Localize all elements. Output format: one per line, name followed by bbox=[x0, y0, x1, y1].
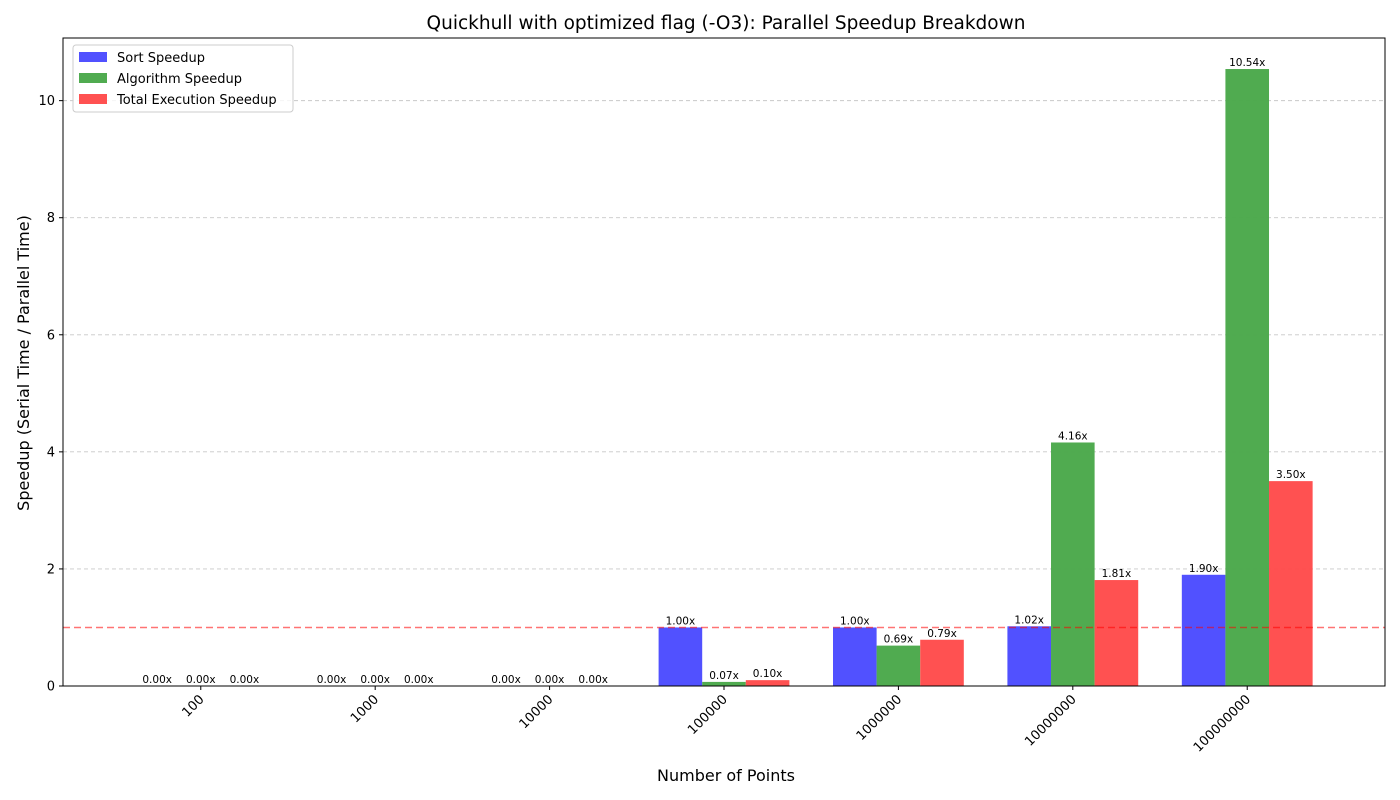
y-axis-label: Speedup (Serial Time / Parallel Time) bbox=[14, 215, 33, 511]
y-tick-label: 10 bbox=[38, 94, 55, 109]
bar bbox=[745, 680, 790, 686]
bar-value-label: 10.54x bbox=[1229, 57, 1265, 69]
bar bbox=[1225, 69, 1270, 686]
legend-swatch bbox=[79, 94, 107, 104]
legend-frame bbox=[72, 44, 294, 113]
bar bbox=[920, 639, 964, 686]
legend-label: Sort Speedup bbox=[117, 51, 205, 66]
y-tick-label: 0 bbox=[47, 680, 55, 695]
bar-value-label: 0.00x bbox=[404, 674, 434, 686]
y-tick-label: 4 bbox=[47, 445, 55, 460]
bar bbox=[1007, 626, 1052, 686]
x-axis-ticks: 100 1000 10000 100000 1000000 10000000 1000000… bbox=[179, 686, 1254, 755]
bar bbox=[876, 645, 921, 686]
bar-value-label: 0.00x bbox=[360, 674, 390, 686]
chart-title: Quickhull with optimized flag (-O3): Par… bbox=[427, 13, 1026, 34]
bar bbox=[658, 627, 703, 686]
bar-value-label: 4.16x bbox=[1058, 430, 1088, 442]
bar bbox=[833, 627, 877, 686]
bar-value-label: 0.00x bbox=[317, 674, 347, 686]
bar-value-label: 1.81x bbox=[1102, 568, 1132, 580]
y-axis-ticks: 0 2 4 6 8 10 bbox=[38, 94, 63, 695]
y-tick-label: 2 bbox=[47, 562, 55, 577]
x-tick-label: 1000 bbox=[348, 692, 382, 726]
legend-swatch bbox=[79, 52, 107, 62]
y-tick-label: 8 bbox=[47, 211, 55, 226]
bar bbox=[702, 681, 746, 686]
bar-value-label: 0.79x bbox=[927, 628, 957, 640]
bar-value-label: 1.00x bbox=[840, 615, 870, 627]
x-axis-label: Number of Points bbox=[657, 766, 795, 785]
bar-value-label: 0.00x bbox=[230, 674, 260, 686]
bar-value-label: 0.07x bbox=[709, 670, 739, 682]
bar-value-label: 1.02x bbox=[1014, 614, 1044, 626]
bar bbox=[1269, 481, 1313, 686]
gridlines bbox=[63, 100, 1385, 570]
bars bbox=[658, 69, 1313, 686]
bar-value-label: 0.00x bbox=[578, 674, 608, 686]
x-tick-label: 1000000 bbox=[854, 692, 906, 744]
bar-value-label: 0.10x bbox=[753, 668, 783, 680]
bar-value-label: 1.90x bbox=[1189, 563, 1219, 575]
bar-value-label: 1.00x bbox=[666, 615, 696, 627]
bar-value-label: 0.00x bbox=[142, 674, 172, 686]
bar bbox=[1181, 574, 1226, 686]
bar-value-label: 3.50x bbox=[1276, 469, 1306, 481]
legend-swatch bbox=[79, 73, 107, 83]
bar-value-label: 0.00x bbox=[491, 674, 521, 686]
legend: Sort Speedup Algorithm Speedup Total Execu… bbox=[72, 44, 294, 113]
bar-value-label: 0.00x bbox=[186, 674, 216, 686]
x-tick-label: 100000 bbox=[685, 692, 731, 738]
x-tick-label: 100000000 bbox=[1191, 692, 1254, 755]
y-tick-label: 6 bbox=[47, 328, 55, 343]
bar-value-labels: 0.00x 0.00x 0.00x 1.00x 1.00x 1.02x 1.90x 0.00x… bbox=[142, 57, 1305, 686]
bar-value-label: 0.69x bbox=[884, 634, 914, 646]
x-tick-label: 10000 bbox=[517, 692, 557, 732]
x-tick-label: 100 bbox=[179, 692, 207, 720]
x-tick-label: 10000000 bbox=[1022, 692, 1079, 749]
bar-value-label: 0.00x bbox=[535, 674, 565, 686]
legend-label: Total Execution Speedup bbox=[116, 93, 277, 108]
legend-label: Algorithm Speedup bbox=[117, 72, 242, 87]
bar bbox=[1051, 442, 1095, 686]
bar bbox=[1094, 580, 1139, 686]
